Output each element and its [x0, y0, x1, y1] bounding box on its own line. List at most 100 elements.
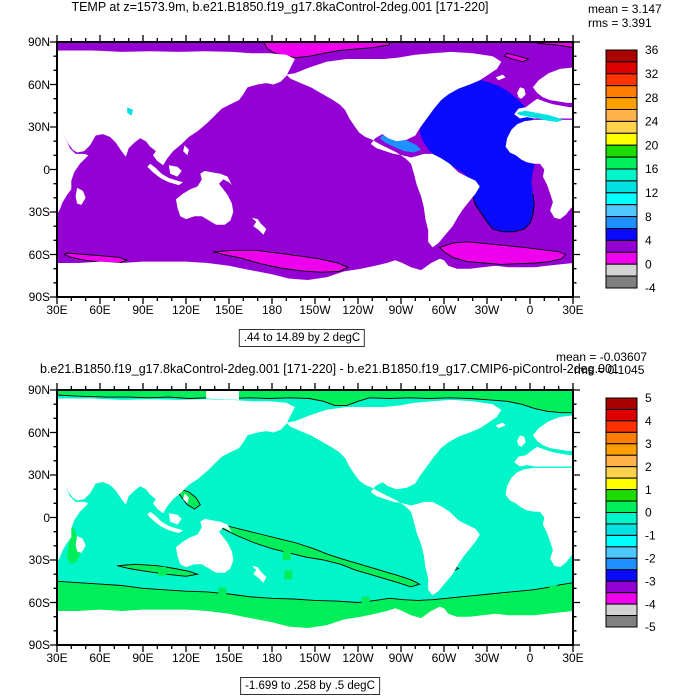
x-axis-tick-label: 30W: [474, 651, 500, 665]
colorbar-cell: [605, 454, 638, 468]
landmass: [517, 87, 526, 99]
landmass: [75, 535, 86, 553]
landmass: [57, 398, 295, 514]
colorbar: 5 4 3 2 1 0 -1 -2 -3 -4 -5: [605, 392, 656, 634]
landmass: [57, 606, 573, 645]
colorbar-cell: [605, 397, 638, 410]
landmass: [286, 399, 502, 596]
svg-text:0: 0: [284, 382, 289, 384]
contour-zero-label: 0: [284, 382, 293, 580]
y-axis-tick-label: 30S: [28, 553, 50, 567]
colorbar-cell: [605, 569, 638, 582]
y-axis-tick-label: 60S: [28, 247, 50, 262]
colorbar-cell: [605, 603, 638, 617]
colorbar-tick-label: 16: [645, 162, 659, 176]
bottom-rms-value: rms = 0.1045: [574, 363, 645, 377]
colorbar-tick-label: 1: [645, 483, 652, 497]
x-axis-tick-label: 90W: [388, 651, 414, 665]
colorbar-cell: [605, 512, 638, 525]
x-axis-tick-label: 30E: [46, 651, 68, 665]
colorbar: 36 32 28 24 20 16 12 8 4 0 -4: [605, 44, 659, 295]
y-axis-tick-label: 90S: [28, 638, 50, 652]
contour-line: [472, 193, 535, 233]
landmass: [517, 435, 526, 447]
axis-ticks: [50, 35, 580, 304]
colorbar-tick-label: -4: [645, 597, 656, 611]
x-axis-tick-label: 150E: [214, 651, 244, 665]
landmass: [505, 119, 573, 220]
colorbar-tick-label: 28: [645, 91, 659, 105]
colorbar-tick-label: 5: [645, 392, 652, 405]
svg-text:0: 0: [363, 382, 368, 384]
contour-region: [65, 523, 80, 565]
bottom-range-caption: -1.699 to .258 by .5 degC: [240, 677, 380, 695]
landmass: [75, 187, 86, 205]
x-axis-tick-label: 180: [261, 303, 283, 317]
svg-text:0: 0: [550, 382, 555, 384]
x-axis-tick-label: 150W: [299, 651, 331, 665]
colorbar-cell: [605, 263, 638, 277]
colorbar-tick-label: 12: [645, 186, 659, 200]
top-mean-value: mean = 3.147: [588, 2, 662, 16]
landmass: [57, 124, 89, 215]
colorbar-cell: [605, 420, 638, 433]
landmass: [251, 565, 267, 583]
y-axis-tick-label: 0: [43, 510, 50, 525]
landmass: [505, 467, 573, 568]
contour-region: [262, 42, 390, 59]
x-axis-tick-label: 30E: [562, 303, 584, 317]
landmass: [532, 67, 573, 103]
colorbar-cell: [605, 534, 638, 548]
colorbar-cell: [605, 275, 638, 289]
y-axis-tick-label: 30S: [28, 205, 50, 219]
colorbar-tick-label: -4: [645, 281, 656, 295]
inland-sea-region: [517, 110, 563, 122]
contour-region: [178, 488, 201, 510]
svg-text:0: 0: [285, 382, 290, 384]
contour-zero-label: 0: [158, 382, 167, 576]
colorbar-cell: [605, 97, 638, 110]
colorbar-tick-label: 24: [645, 115, 659, 129]
colorbar-cell: [605, 204, 638, 218]
y-axis-tick-label: 30N: [27, 468, 50, 482]
bottom-mean-value: mean = -0.03607: [556, 350, 648, 364]
colorbar-cell: [605, 523, 638, 536]
x-axis-tick-label: 120E: [171, 303, 201, 317]
colorbar-tick-label: 0: [645, 506, 652, 520]
axis-ticks: [50, 383, 580, 652]
colorbar-tick-label: -2: [645, 552, 656, 566]
colorbar-tick-label: 4: [645, 234, 652, 248]
landmass: [183, 145, 189, 156]
x-axis-tick-label: 120E: [171, 651, 201, 665]
colorbar-tick-label: 8: [645, 210, 652, 224]
colorbar-cell: [605, 489, 638, 502]
contour-region: [213, 249, 350, 273]
colorbar-cell: [605, 109, 638, 122]
y-axis-tick-label: 90S: [28, 290, 50, 304]
top-world-map: [50, 35, 580, 304]
landmass: [176, 518, 234, 573]
top-map-title: TEMP at z=1573.9m, b.e21.B1850.f19_g17.8…: [71, 0, 489, 14]
landmass: [183, 493, 189, 504]
x-axis-tick-label: 90W: [388, 303, 414, 317]
colorbar-cell: [605, 592, 638, 605]
y-axis-tick-label: 60S: [28, 595, 50, 610]
x-axis-tick-label: 30E: [46, 303, 68, 317]
x-axis-tick-label: 0: [526, 303, 534, 317]
colorbar-cell: [605, 615, 638, 628]
svg-text:0: 0: [159, 382, 164, 384]
x-axis-tick-label: 150E: [214, 303, 244, 317]
x-axis-tick-label: 90E: [132, 303, 154, 317]
colorbar-cell: [605, 192, 638, 206]
colorbar-cell: [605, 557, 638, 571]
y-axis-tick-label: 30N: [27, 120, 50, 134]
landmass: [251, 217, 267, 235]
landmass: [168, 165, 182, 177]
colorbar-tick-label: 4: [645, 414, 652, 428]
contour-region: [536, 42, 573, 49]
colorbar-cell: [605, 408, 638, 422]
x-axis-tick-label: 150W: [299, 303, 331, 317]
contour-zero-label: 0: [549, 382, 558, 595]
colorbar-tick-label: -5: [645, 620, 656, 634]
